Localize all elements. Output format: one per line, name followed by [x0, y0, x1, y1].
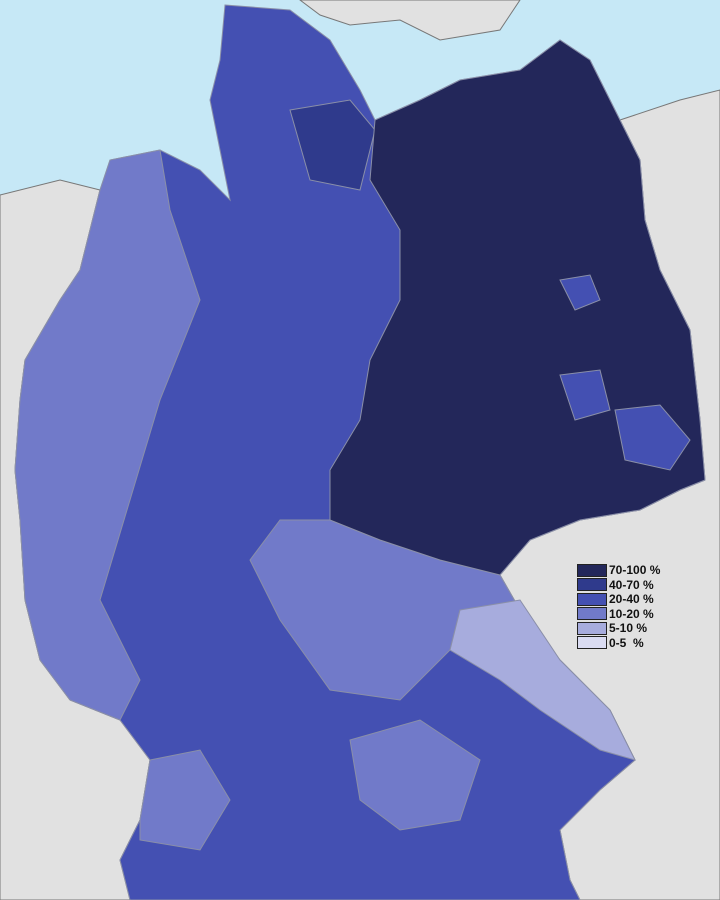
legend-swatch	[577, 607, 607, 621]
region-south-10-20	[349, 719, 481, 831]
region-north-40-70	[289, 99, 376, 191]
legend-label: 0-5 %	[609, 635, 644, 650]
legend-item: 0-5 %	[577, 636, 672, 651]
region-east-70-100	[329, 39, 706, 576]
region-bavaria-east-5-10	[449, 599, 636, 761]
legend-swatch	[577, 592, 607, 606]
region-east-south-20-40	[614, 404, 691, 471]
legend-item: 20-40 %	[577, 592, 672, 607]
legend-item: 40-70 %	[577, 578, 672, 593]
legend-label: 40-70 %	[609, 577, 654, 592]
legend-item: 10-20 %	[577, 607, 672, 622]
region-east-small-20-40	[559, 369, 611, 421]
legend-swatch	[577, 563, 607, 577]
neighbor-land-north	[299, 0, 521, 41]
legend-label: 5-10 %	[609, 621, 648, 636]
legend-label: 20-40 %	[609, 592, 654, 607]
legend-item: 5-10 %	[577, 621, 672, 636]
region-west-10-20	[14, 149, 201, 721]
legend: 70-100 % 40-70 % 20-40 % 10-20 % 5-10 % …	[577, 563, 672, 650]
legend-swatch	[577, 621, 607, 635]
legend-swatch	[577, 578, 607, 592]
region-southwest-10-20	[139, 749, 231, 851]
legend-label: 10-20 %	[609, 606, 654, 621]
legend-swatch	[577, 636, 607, 650]
region-berlin-20-40	[559, 274, 601, 311]
legend-item: 70-100 %	[577, 563, 672, 578]
legend-label: 70-100 %	[609, 563, 661, 578]
